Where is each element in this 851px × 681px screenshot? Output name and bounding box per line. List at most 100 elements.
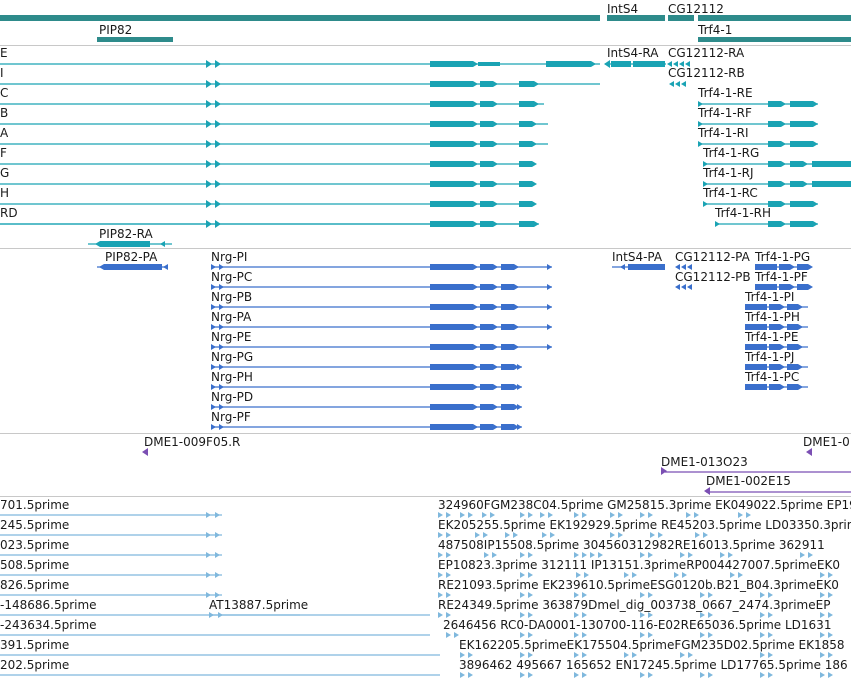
protein-label-trf[interactable]: Trf4-1-PE [745, 330, 799, 344]
exon[interactable] [480, 264, 498, 270]
strand-arrow[interactable] [215, 140, 221, 148]
strand-arrow[interactable] [206, 180, 212, 188]
protein-label-pip82-pa[interactable]: PIP82-PA [105, 250, 158, 264]
gene-pip82-bar[interactable] [97, 37, 173, 42]
strand-arrow[interactable] [703, 201, 708, 207]
exon[interactable] [546, 61, 596, 67]
probe-label[interactable]: DME1-009F05.R [144, 435, 241, 449]
strand-arrow[interactable] [211, 264, 216, 270]
est-arrow[interactable] [650, 532, 655, 538]
protein-label-nrg[interactable]: Nrg-PF [211, 410, 251, 424]
exon[interactable] [519, 121, 537, 127]
est-arrow[interactable] [215, 532, 220, 538]
exon[interactable] [480, 364, 498, 370]
est-arrow[interactable] [800, 552, 805, 558]
est-label-left[interactable]: 391.5prime [0, 638, 70, 652]
est-arrow[interactable] [768, 612, 773, 618]
exon[interactable] [800, 221, 818, 227]
est-arrow[interactable] [582, 632, 587, 638]
transcript-label-left[interactable]: B [0, 106, 9, 120]
est-label-left[interactable]: 826.5prime [0, 578, 70, 592]
transcript-label-left[interactable]: RD [0, 206, 18, 220]
exon[interactable] [768, 101, 786, 107]
est-arrow[interactable] [520, 512, 525, 518]
exon[interactable] [430, 284, 478, 290]
transcript-label-ints4-ra[interactable]: IntS4-RA [607, 46, 659, 60]
exon[interactable] [787, 364, 803, 370]
transcript-label-trf[interactable]: Trf4-1-RF [698, 106, 752, 120]
transcript-label-left[interactable]: C [0, 86, 9, 100]
est-arrow[interactable] [468, 672, 473, 678]
strand-arrow[interactable] [219, 384, 224, 390]
est-arrow[interactable] [624, 652, 629, 658]
est-arrow[interactable] [468, 512, 473, 518]
gene-label-ints4[interactable]: IntS4 [607, 2, 639, 16]
strand-arrow[interactable] [698, 141, 703, 147]
est-arrow[interactable] [820, 572, 825, 578]
probe-marker[interactable] [661, 467, 667, 475]
strand-arrow[interactable] [206, 140, 212, 148]
est-label-row[interactable]: 324960FGM238C04.5prime GM25815.3prime EK… [438, 498, 851, 512]
est-arrow[interactable] [460, 512, 465, 518]
est-label-row[interactable]: EK205255.5prime EK192929.5prime RE45203.… [438, 518, 851, 532]
est-arrow[interactable] [582, 672, 587, 678]
est-arrow[interactable] [820, 652, 825, 658]
est-label-left[interactable]: -148686.5prime [0, 598, 97, 612]
transcript-label-trf[interactable]: Trf4-1-RE [698, 86, 753, 100]
est-arrow[interactable] [528, 592, 533, 598]
strand-arrow[interactable] [703, 181, 708, 187]
est-arrow[interactable] [738, 512, 743, 518]
protein-label-nrg[interactable]: Nrg-PC [211, 270, 253, 284]
est-arrow[interactable] [446, 632, 451, 638]
exon[interactable] [769, 364, 785, 370]
exon[interactable] [501, 264, 519, 270]
est-arrow[interactable] [590, 552, 595, 558]
est-arrow[interactable] [446, 612, 451, 618]
strand-arrow[interactable] [219, 324, 224, 330]
est-arrow[interactable] [483, 532, 488, 538]
exon[interactable] [812, 161, 851, 167]
exon[interactable] [745, 384, 767, 390]
est-arrow[interactable] [640, 632, 645, 638]
est-arrow[interactable] [708, 672, 713, 678]
est-arrow[interactable] [576, 572, 581, 578]
est-arrow[interactable] [708, 592, 713, 598]
exon[interactable] [104, 264, 162, 270]
est-arrow[interactable] [438, 532, 443, 538]
est-arrow[interactable] [648, 552, 653, 558]
est-arrow[interactable] [828, 572, 833, 578]
est-arrow[interactable] [505, 532, 510, 538]
strand-arrow[interactable] [206, 120, 212, 128]
exon[interactable] [430, 101, 478, 107]
est-label-left[interactable]: 701.5prime [0, 498, 70, 512]
strand-arrow[interactable] [669, 81, 674, 87]
strand-arrow[interactable] [95, 241, 100, 247]
est-arrow[interactable] [624, 572, 629, 578]
est-arrow[interactable] [682, 572, 687, 578]
est-arrow[interactable] [700, 672, 705, 678]
est-arrow[interactable] [520, 572, 525, 578]
exon[interactable] [430, 304, 478, 310]
exon[interactable] [430, 264, 478, 270]
exon[interactable] [480, 101, 498, 107]
gene-cg12112-bar[interactable] [668, 15, 694, 21]
est-arrow[interactable] [520, 632, 525, 638]
strand-arrow[interactable] [215, 80, 221, 88]
exon[interactable] [501, 364, 519, 370]
exon[interactable] [480, 404, 498, 410]
protein-label-nrg[interactable]: Nrg-PH [211, 370, 253, 384]
est-arrow[interactable] [215, 592, 220, 598]
transcript-label-cg12112-rb[interactable]: CG12112-RB [668, 66, 745, 80]
strand-arrow[interactable] [679, 61, 684, 67]
est-arrow[interactable] [438, 592, 443, 598]
est-arrow[interactable] [820, 592, 825, 598]
est-arrow[interactable] [460, 652, 465, 658]
gene-label-pip82[interactable]: PIP82 [99, 23, 133, 37]
probe-label[interactable]: DME1-002E15 [706, 474, 791, 488]
est-arrow[interactable] [768, 652, 773, 658]
est-arrow[interactable] [648, 592, 653, 598]
exon[interactable] [501, 384, 519, 390]
exon[interactable] [790, 181, 808, 187]
strand-arrow[interactable] [687, 284, 692, 290]
gene-label-trf4-1[interactable]: Trf4-1 [698, 23, 733, 37]
